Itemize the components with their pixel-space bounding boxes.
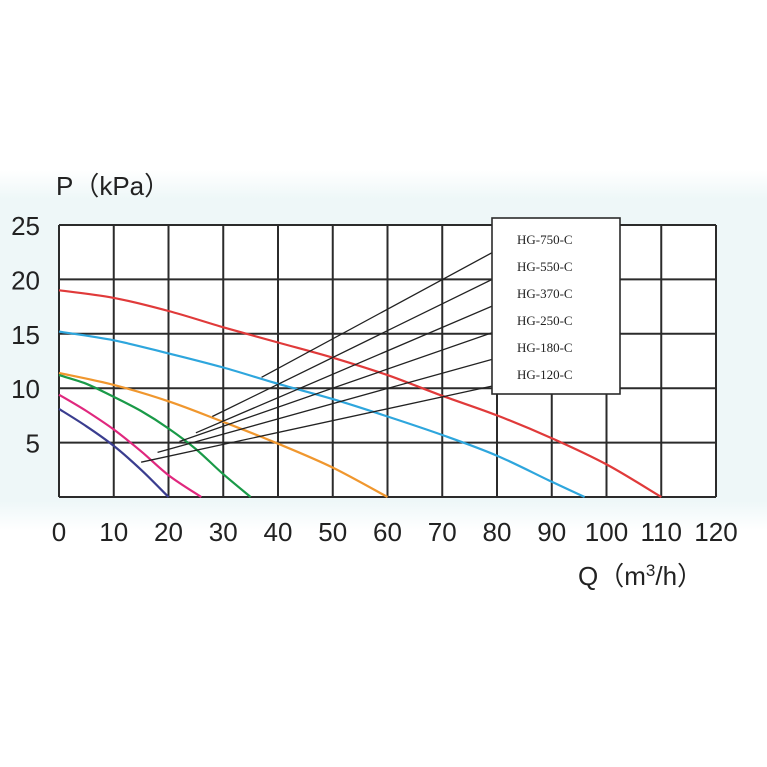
x-tick-label: 110 xyxy=(641,517,682,547)
x-tick-label: 0 xyxy=(52,517,66,547)
legend-box xyxy=(491,217,621,395)
x-axis-title-sup: 3 xyxy=(646,561,655,580)
x-tick-label: 40 xyxy=(264,517,293,547)
y-tick-label: 10 xyxy=(11,374,40,404)
x-tick-label: 70 xyxy=(428,517,457,547)
pump-curves xyxy=(58,289,662,499)
x-tick-label: 60 xyxy=(373,517,402,547)
legend: HG-750-C HG-550-C HG-370-C HG-250-C HG-1… xyxy=(491,217,621,395)
x-tick-label: 90 xyxy=(537,517,566,547)
legend-label-hg-550-c: HG-550-C xyxy=(517,259,573,274)
x-axis-title: Q（m3/h） xyxy=(578,561,703,591)
x-tick-label: 10 xyxy=(99,517,128,547)
legend-label-hg-180-c: HG-180-C xyxy=(517,340,573,355)
x-axis-title-main: Q（m xyxy=(578,561,646,591)
y-tick-label: 5 xyxy=(26,429,40,459)
x-tick-label: 100 xyxy=(585,517,628,547)
curve-hg-750-c xyxy=(58,289,662,498)
legend-label-hg-250-c: HG-250-C xyxy=(517,313,573,328)
y-tick-label: 20 xyxy=(11,265,40,295)
y-tick-labels: 5 10 15 20 25 xyxy=(11,211,40,459)
x-tick-label: 30 xyxy=(209,517,238,547)
x-tick-label: 80 xyxy=(483,517,512,547)
legend-label-hg-120-c: HG-120-C xyxy=(517,367,573,382)
x-tick-label: 20 xyxy=(154,517,183,547)
y-axis-title: P（kPa） xyxy=(56,171,170,201)
curve-hg-550-c xyxy=(58,330,586,499)
x-tick-label: 120 xyxy=(694,517,737,547)
y-tick-label: 15 xyxy=(11,320,40,350)
x-tick-labels: 0 10 20 30 40 50 60 70 80 90 100 110 120 xyxy=(52,517,738,547)
y-tick-label: 25 xyxy=(11,211,40,241)
x-tick-label: 50 xyxy=(318,517,347,547)
curve-hg-120-c xyxy=(58,407,170,498)
curve-hg-250-c xyxy=(58,374,252,498)
curve-hg-370-c xyxy=(58,371,389,498)
legend-label-hg-370-c: HG-370-C xyxy=(517,286,573,301)
x-axis-title-tail: /h） xyxy=(655,561,703,591)
curve-hg-180-c xyxy=(58,393,202,498)
legend-label-hg-750-c: HG-750-C xyxy=(517,232,573,247)
